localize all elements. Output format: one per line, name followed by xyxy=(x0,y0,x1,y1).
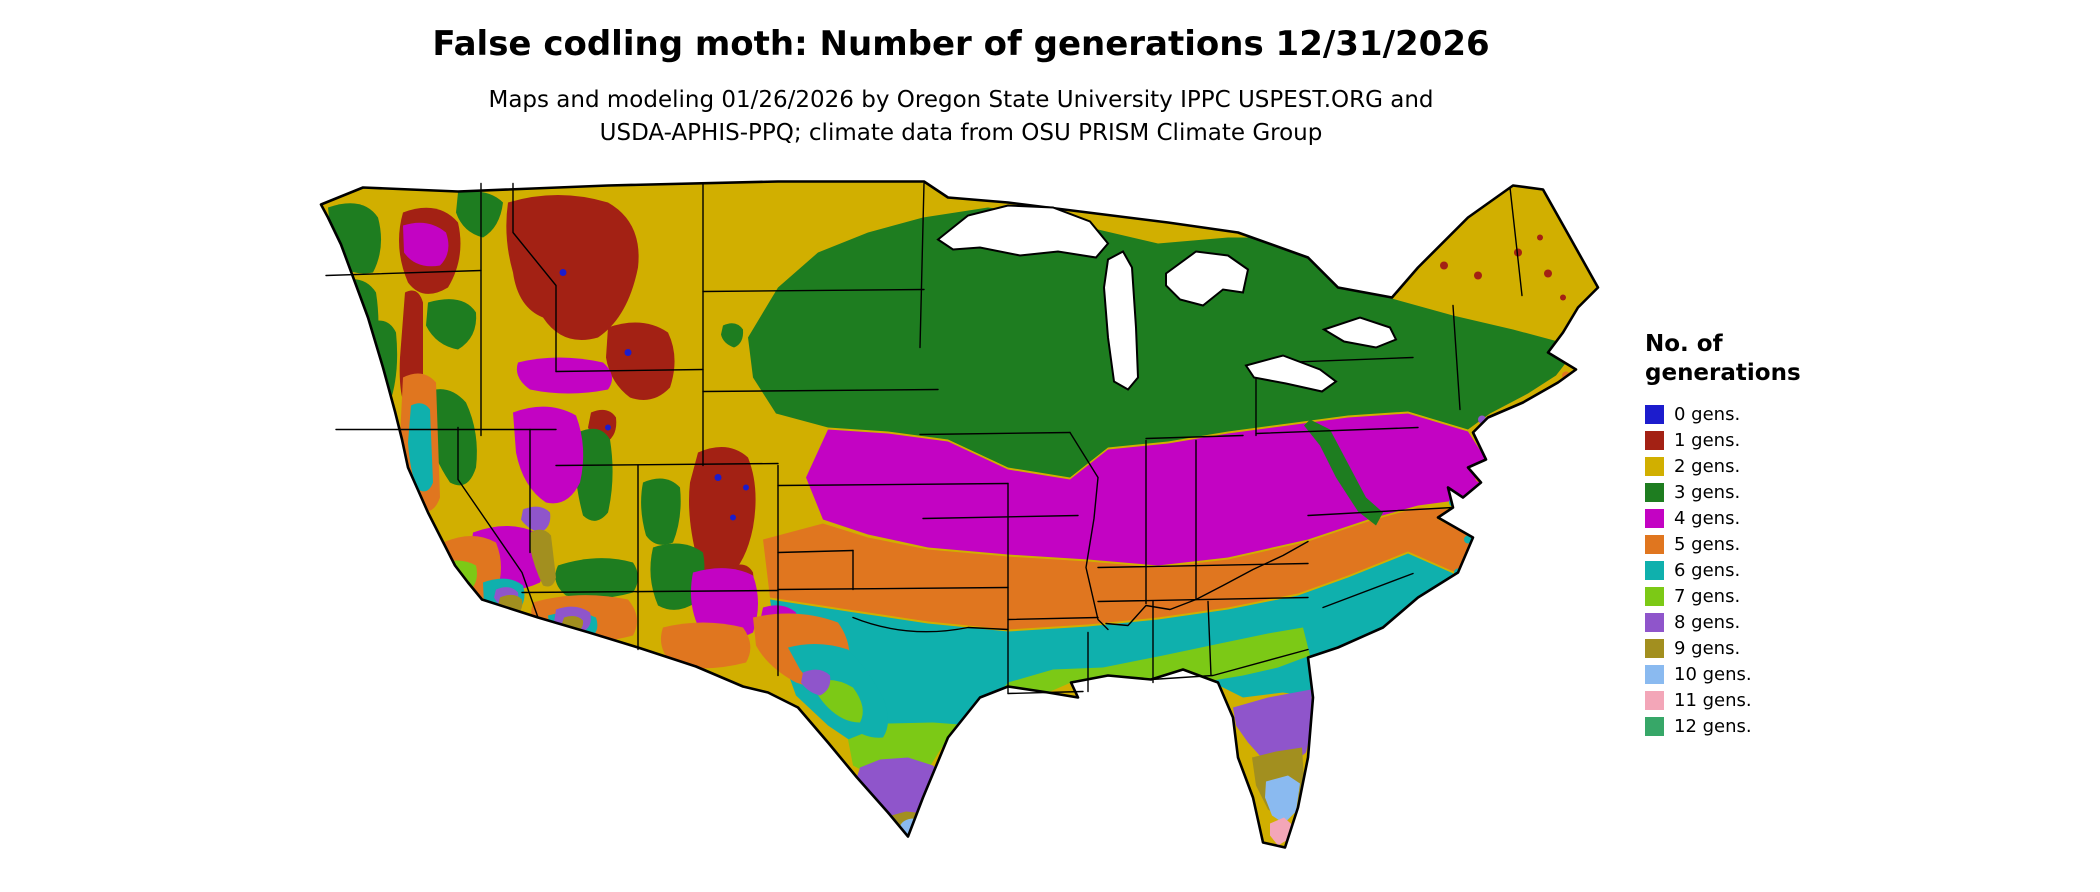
legend-label: 11 gens. xyxy=(1674,690,1752,711)
map-subtitle: Maps and modeling 01/26/2026 by Oregon S… xyxy=(308,84,1614,151)
legend-item: 0 gens. xyxy=(1645,402,1885,428)
map-subtitle-line1: Maps and modeling 01/26/2026 by Oregon S… xyxy=(488,87,1434,113)
legend-item: 1 gens. xyxy=(1645,428,1885,454)
legend-label: 10 gens. xyxy=(1674,664,1752,685)
zone-6-gens-band xyxy=(770,553,1458,768)
legend-items: 0 gens. 1 gens. 2 gens. 3 gens. 4 gens. 5 gen… xyxy=(1645,402,1885,740)
lake-huron xyxy=(1165,250,1250,307)
legend-swatch-2-gens xyxy=(1645,457,1664,476)
zone-0-gens-peaks xyxy=(559,269,749,521)
legend-swatch-7-gens xyxy=(1645,587,1664,606)
legend-label: 3 gens. xyxy=(1674,482,1741,503)
legend-title: No. of generations xyxy=(1645,330,1885,388)
legend-swatch-6-gens xyxy=(1645,561,1664,580)
zone-1-gens-mountains xyxy=(399,195,1566,614)
legend-label: 8 gens. xyxy=(1674,612,1741,633)
generation-zones xyxy=(321,181,1598,848)
legend-swatch-8-gens xyxy=(1645,613,1664,632)
legend-label: 5 gens. xyxy=(1674,534,1741,555)
zone-5-gens-band xyxy=(763,507,1473,630)
legend-swatch-0-gens xyxy=(1645,405,1664,424)
legend-label: 0 gens. xyxy=(1674,404,1741,425)
lake-superior xyxy=(936,204,1110,259)
legend-item: 11 gens. xyxy=(1645,688,1885,714)
legend-label: 4 gens. xyxy=(1674,508,1741,529)
map-subtitle-line2: USDA-APHIS-PPQ; climate data from OSU PR… xyxy=(599,120,1323,147)
legend-item: 12 gens. xyxy=(1645,714,1885,740)
legend-item: 8 gens. xyxy=(1645,610,1885,636)
legend-label: 9 gens. xyxy=(1674,638,1741,659)
legend-swatch-11-gens xyxy=(1645,691,1664,710)
lake-michigan xyxy=(1102,250,1140,391)
zone-3-gens-appalachians xyxy=(1304,419,1383,526)
legend-swatch-9-gens xyxy=(1645,639,1664,658)
legend-swatch-5-gens xyxy=(1645,535,1664,554)
us-generations-map xyxy=(308,176,1614,876)
legend-label: 1 gens. xyxy=(1674,430,1741,451)
legend-swatch-1-gens xyxy=(1645,431,1664,450)
legend-item: 5 gens. xyxy=(1645,532,1885,558)
legend-title-line1: No. of xyxy=(1645,331,1723,357)
legend-item: 2 gens. xyxy=(1645,454,1885,480)
zone-south-texas-stack xyxy=(853,757,946,844)
legend-item: 7 gens. xyxy=(1645,584,1885,610)
legend-label: 7 gens. xyxy=(1674,586,1741,607)
zone-florida-stack xyxy=(1233,689,1313,846)
zone-7-gens-gulf xyxy=(848,627,1310,780)
map-title: False codling moth: Number of generation… xyxy=(432,24,1490,64)
legend-item: 10 gens. xyxy=(1645,662,1885,688)
legend-swatch-12-gens xyxy=(1645,717,1664,736)
legend-label: 6 gens. xyxy=(1674,560,1741,581)
legend-title-line2: generations xyxy=(1645,359,1801,386)
legend-item: 9 gens. xyxy=(1645,636,1885,662)
lake-ontario xyxy=(1321,316,1398,349)
lake-erie xyxy=(1244,354,1338,393)
great-lakes xyxy=(936,204,1398,393)
legend-item: 6 gens. xyxy=(1645,558,1885,584)
legend-swatch-4-gens xyxy=(1645,509,1664,528)
legend-label: 12 gens. xyxy=(1674,716,1752,737)
legend-swatch-3-gens xyxy=(1645,483,1664,502)
legend-item: 3 gens. xyxy=(1645,480,1885,506)
us-outline xyxy=(319,180,1600,849)
legend-label: 2 gens. xyxy=(1674,456,1741,477)
legend: No. of generations 0 gens. 1 gens. 2 gens.… xyxy=(1645,330,1885,740)
us-map-svg xyxy=(319,180,1600,849)
legend-swatch-10-gens xyxy=(1645,665,1664,684)
legend-item: 4 gens. xyxy=(1645,506,1885,532)
zone-3-gens-band xyxy=(748,207,1570,478)
state-borders xyxy=(325,182,1523,695)
